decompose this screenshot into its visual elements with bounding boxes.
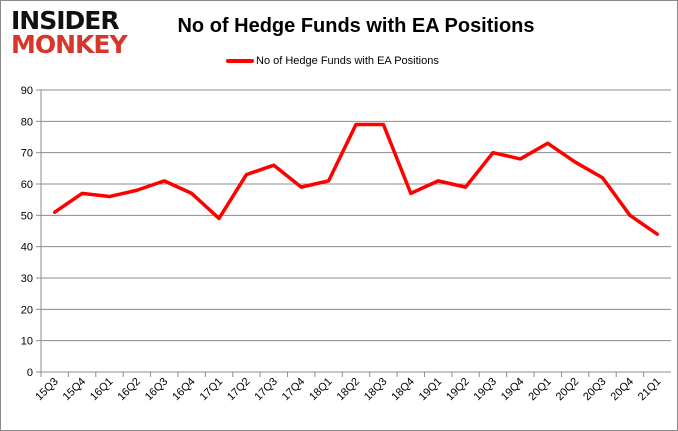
x-tick-label: 19Q3 <box>472 376 500 404</box>
data-point <box>464 185 468 189</box>
x-tick-label: 20Q1 <box>526 376 554 404</box>
data-point <box>190 191 194 195</box>
y-tick-label: 40 <box>21 242 33 254</box>
x-tick-label: 17Q1 <box>198 376 226 404</box>
x-tick-label: 20Q3 <box>581 376 609 404</box>
data-point <box>573 160 577 164</box>
x-tick-label: 15Q3 <box>33 376 61 404</box>
logo-line2: MONKEY <box>11 30 128 59</box>
legend-swatch <box>226 59 254 63</box>
y-tick-label: 90 <box>21 85 33 97</box>
data-point <box>409 191 413 195</box>
logo-line1: INSIDER <box>11 6 120 35</box>
y-tick-label: 70 <box>21 148 33 160</box>
data-point <box>135 188 139 192</box>
data-point <box>601 176 605 180</box>
data-point <box>354 122 358 126</box>
y-tick-label: 20 <box>21 304 33 316</box>
x-tick-label: 17Q2 <box>225 376 253 404</box>
data-point <box>381 122 385 126</box>
x-tick-label: 16Q3 <box>143 376 171 404</box>
data-point <box>53 210 57 214</box>
data-point <box>655 232 659 236</box>
data-point <box>546 141 550 145</box>
legend: No of Hedge Funds with EA Positions <box>226 55 439 67</box>
x-tick-label: 19Q4 <box>499 376 527 404</box>
x-tick-label: 15Q4 <box>61 376 89 404</box>
x-tick-label: 19Q1 <box>417 376 445 404</box>
data-point <box>217 216 221 220</box>
data-point <box>80 191 84 195</box>
data-point <box>162 179 166 183</box>
y-tick-label: 50 <box>21 210 33 222</box>
data-point <box>491 151 495 155</box>
data-point <box>299 185 303 189</box>
x-tick-label: 21Q1 <box>636 376 664 404</box>
x-tick-label: 18Q2 <box>335 376 363 404</box>
data-point <box>107 195 111 199</box>
chart-title: No of Hedge Funds with EA Positions <box>177 15 535 37</box>
y-tick-label: 60 <box>21 179 33 191</box>
data-point <box>628 213 632 217</box>
data-point <box>518 157 522 161</box>
x-tick-label: 20Q4 <box>609 376 637 404</box>
data-point <box>327 179 331 183</box>
x-tick-label: 16Q4 <box>170 376 198 404</box>
series-line <box>52 122 660 236</box>
x-tick-label: 16Q1 <box>88 376 116 404</box>
y-tick-label: 10 <box>21 336 33 348</box>
x-tick-label: 17Q3 <box>252 376 280 404</box>
y-tick-label: 0 <box>27 367 33 379</box>
x-tick-label: 20Q2 <box>554 376 582 404</box>
y-tick-label: 80 <box>21 116 33 128</box>
data-point <box>436 179 440 183</box>
x-tick-label: 16Q2 <box>115 376 143 404</box>
data-point <box>272 163 276 167</box>
x-tick-label: 18Q1 <box>307 376 335 404</box>
y-tick-label: 30 <box>21 273 33 285</box>
x-tick-label: 19Q2 <box>444 376 472 404</box>
legend-label: No of Hedge Funds with EA Positions <box>256 55 439 67</box>
insider-monkey-logo: INSIDER MONKEY <box>11 6 128 59</box>
x-tick-label: 18Q3 <box>362 376 390 404</box>
x-tick-label: 17Q4 <box>280 376 308 404</box>
x-tick-label: 18Q4 <box>389 376 417 404</box>
data-point <box>244 173 248 177</box>
